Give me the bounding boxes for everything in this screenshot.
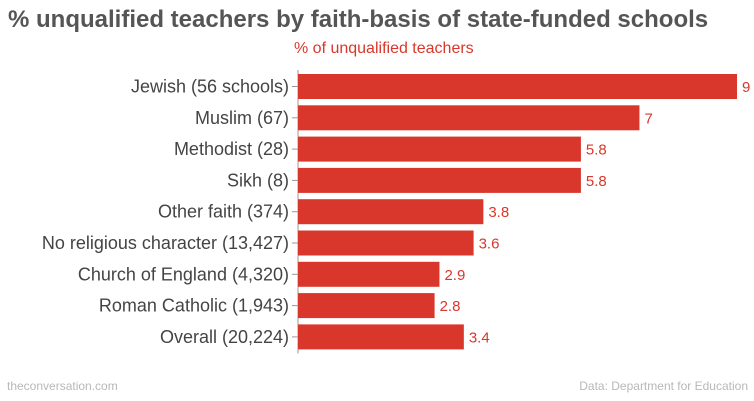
bar	[298, 74, 737, 99]
category-label: Muslim (67)	[195, 108, 289, 128]
bar	[298, 261, 440, 287]
category-label: Sikh (8)	[227, 170, 289, 190]
value-label: 3.4	[469, 329, 490, 346]
bar	[298, 136, 581, 162]
value-label: 9	[742, 79, 750, 96]
bar	[298, 105, 640, 131]
value-label: 2.9	[444, 267, 465, 284]
chart-title: % unqualified teachers by faith-basis of…	[8, 6, 709, 33]
value-label: 3.6	[479, 236, 500, 253]
category-label: Church of England (4,320)	[78, 264, 289, 284]
value-label: 7	[644, 110, 652, 127]
category-label: No religious character (13,427)	[42, 233, 289, 253]
category-label: Overall (20,224)	[160, 327, 289, 347]
category-label: Other faith (374)	[158, 202, 289, 222]
bar	[298, 324, 464, 350]
category-label: Methodist (28)	[174, 139, 289, 159]
category-label: Roman Catholic (1,943)	[99, 296, 289, 316]
data-source-credit: Data: Department for Education	[579, 379, 748, 393]
bar	[298, 199, 484, 225]
source-site-credit: theconversation.com	[7, 379, 118, 393]
bar	[298, 293, 435, 319]
value-label: 2.8	[440, 298, 461, 315]
bar	[298, 230, 474, 256]
chart-subtitle: % of unqualified teachers	[294, 40, 474, 57]
value-label: 3.8	[488, 204, 509, 221]
category-label: Jewish (56 schools)	[131, 77, 289, 97]
bar	[298, 167, 581, 193]
value-label: 5.8	[586, 142, 607, 159]
value-label: 5.8	[586, 173, 607, 190]
